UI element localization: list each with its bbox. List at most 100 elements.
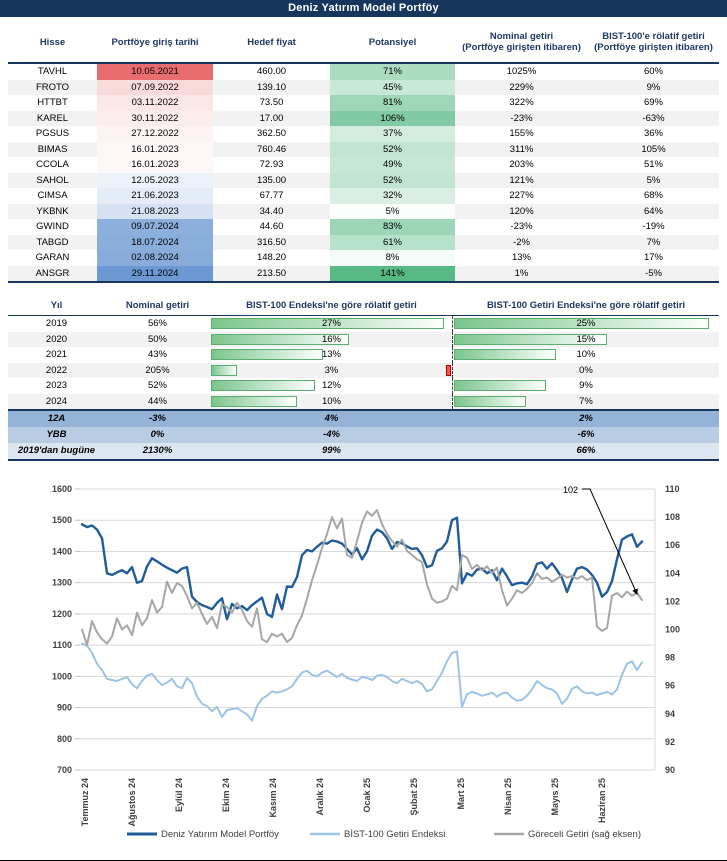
yearly-returns-table: Yıl Nominal getiri BIST-100 Endeksi'ne g… bbox=[8, 296, 719, 461]
cell-summary-label: YBB bbox=[46, 429, 67, 440]
data-bar bbox=[454, 380, 546, 391]
cell-nominal-getiri: -2% bbox=[513, 236, 530, 248]
cell-summary-label: 12A bbox=[8, 409, 105, 427]
column-header-4: Nominal getiri (Portföye girişten itibare… bbox=[462, 31, 581, 53]
portfolio-row-BIMAS: BIMAS 16.01.2023 760.46 52% 311% 105% bbox=[8, 141, 719, 157]
cell-hisse: KAREL bbox=[36, 112, 69, 124]
cell-potansiyel: 141% bbox=[330, 265, 455, 282]
cell-giris-tarihi: 12.05.2023 bbox=[97, 172, 213, 188]
column-header-3: Potansiyel bbox=[368, 36, 417, 48]
data-bar bbox=[211, 349, 324, 360]
left-axis-label: 1400 bbox=[52, 546, 72, 556]
performance-chart: 700 800 900 1000 1100 1200 1300 1400 1500 1600 90 9… bbox=[0, 463, 727, 860]
x-axis-label: Ağustos 24 bbox=[127, 778, 137, 827]
portfolio-row-HTTBT: HTTBT 03.11.2022 73.50 81% 322% 69% bbox=[8, 95, 719, 111]
cell-yil: 2024 bbox=[45, 395, 68, 407]
cell-bist-getiri-rolatif: 9% bbox=[452, 378, 719, 394]
x-axis-label: Temmuz 24 bbox=[80, 778, 90, 826]
cell-hisse: BIMAS bbox=[37, 143, 68, 155]
report-title: Deniz Yatırım Model Portföy bbox=[288, 2, 439, 14]
cell-hisse: GWIND bbox=[36, 221, 69, 232]
cell-nominal-getiri: 1025% bbox=[506, 66, 537, 77]
cell-rolatif-getiri: -5% bbox=[645, 267, 662, 279]
cell-bist-rolatif: 4% bbox=[210, 409, 453, 427]
left-axis-label: 1100 bbox=[52, 640, 72, 650]
annotation-label: 102 bbox=[563, 485, 578, 495]
cell-rolatif-getiri: -63% bbox=[642, 112, 665, 124]
cell-rolatif-getiri: 5% bbox=[646, 174, 661, 186]
cell-hedef-fiyat: 760.46 bbox=[256, 143, 287, 155]
cell-hedef-fiyat: 362.50 bbox=[256, 128, 287, 139]
summary-row-1: YBB 0% -4% -6% bbox=[8, 427, 719, 443]
cell-summary-label: 2019'dan bugüne bbox=[8, 443, 105, 461]
cell-giris-tarihi: 03.11.2022 bbox=[97, 95, 213, 111]
legend-label-0: Deniz Yatırım Model Portföy bbox=[161, 829, 279, 840]
yearly-row-2020: 2020 50% 16% 15% bbox=[8, 331, 719, 348]
cell-nominal-getiri: 120% bbox=[509, 205, 534, 217]
cell-bist-rolatif: 16% bbox=[210, 332, 453, 348]
x-axis-label: Mayıs 25 bbox=[550, 778, 560, 816]
legend-label-1: BİST-100 Getiri Endeksi bbox=[344, 829, 445, 840]
right-axis-label: 92 bbox=[665, 737, 675, 747]
cell-nominal-getiri: -23% bbox=[510, 112, 533, 124]
cell-giris-tarihi: 16.01.2023 bbox=[97, 141, 213, 157]
cell-potansiyel: 5% bbox=[330, 203, 455, 219]
portfolio-table: Hisse Portföye giriş tarihi Hedef fiyat Pot… bbox=[8, 22, 719, 283]
data-bar bbox=[211, 333, 350, 345]
cell-bist-rolatif: 99% bbox=[210, 443, 453, 461]
cell-nominal-getiri: 43% bbox=[147, 349, 167, 360]
cell-rolatif-getiri: 60% bbox=[643, 66, 663, 77]
cell-nominal-getiri: 0% bbox=[150, 429, 165, 440]
cell-hedef-fiyat: 460.00 bbox=[256, 66, 287, 77]
yearly-row-2021: 2021 43% 13% 10% bbox=[8, 347, 719, 363]
cell-nominal-getiri: 311% bbox=[509, 143, 534, 155]
left-axis-label: 1000 bbox=[52, 671, 72, 681]
cell-giris-tarihi: 18.07.2024 bbox=[97, 234, 213, 250]
yearly-row-2024: 2024 44% 10% 7% bbox=[8, 393, 719, 411]
cell-hisse: CIMSA bbox=[37, 190, 68, 201]
cell-bist-getiri-rolatif: 2% bbox=[453, 409, 719, 427]
data-bar bbox=[454, 395, 526, 407]
x-axis-label: Kasım 24 bbox=[268, 778, 278, 818]
cell-yil: 2021 bbox=[45, 349, 68, 360]
x-axis-label: Mart 25 bbox=[456, 778, 466, 810]
yearly-row-2023: 2023 52% 12% 9% bbox=[8, 378, 719, 394]
portfolio-row-GWIND: GWIND 09.07.2024 44.60 83% -23% -19% bbox=[8, 219, 719, 235]
performance-chart-svg: 700 800 900 1000 1100 1200 1300 1400 1500 1600 90 9… bbox=[52, 484, 680, 840]
left-axis-label: 1300 bbox=[52, 578, 72, 588]
right-axis-label: 90 bbox=[665, 765, 675, 775]
cell-bist-getiri-rolatif: 25% bbox=[452, 315, 719, 332]
right-axis-label: 110 bbox=[665, 484, 680, 494]
portfolio-row-TAVHL: TAVHL 10.05.2021 460.00 71% 1025% 60% bbox=[8, 63, 719, 80]
cell-rolatif-getiri: -19% bbox=[642, 221, 665, 232]
cell-nominal-getiri: 56% bbox=[147, 318, 167, 329]
right-axis-label: 106 bbox=[665, 540, 680, 550]
cell-hedef-fiyat: 67.77 bbox=[259, 190, 284, 201]
x-axis-label: Haziran 25 bbox=[597, 778, 607, 823]
data-bar bbox=[454, 349, 557, 360]
right-axis-label: 102 bbox=[665, 596, 680, 606]
cell-bist-rolatif: 12% bbox=[210, 378, 453, 394]
series-line-1 bbox=[81, 642, 643, 722]
cell-nominal-getiri: 322% bbox=[509, 97, 534, 108]
cell-hedef-fiyat: 44.60 bbox=[259, 221, 284, 232]
cell-rolatif-getiri: 36% bbox=[643, 128, 663, 139]
cell-hedef-fiyat: 316.50 bbox=[256, 236, 287, 248]
portfolio-row-CCOLA: CCOLA 16.01.2023 72.93 49% 203% 51% bbox=[8, 157, 719, 173]
cell-bist-getiri-rolatif: 10% bbox=[452, 347, 719, 363]
data-bar bbox=[454, 318, 710, 329]
cell-bist-rolatif: 10% bbox=[210, 394, 453, 411]
cell-potansiyel: 106% bbox=[330, 110, 455, 126]
cell-potansiyel: 83% bbox=[330, 219, 455, 235]
column-header-2: Hedef fiyat bbox=[247, 36, 296, 48]
cell-hedef-fiyat: 73.50 bbox=[259, 97, 284, 108]
cell-potansiyel: 81% bbox=[330, 95, 455, 111]
data-bar bbox=[211, 395, 298, 407]
cell-hisse: HTTBT bbox=[37, 97, 68, 108]
yearly-row-2019: 2019 56% 27% 25% bbox=[8, 315, 719, 332]
cell-hedef-fiyat: 213.50 bbox=[256, 267, 287, 279]
summary-row-2: 2019'dan bugüne 2130% 99% 66% bbox=[8, 443, 719, 461]
portfolio-row-GARAN: GARAN 02.08.2024 148.20 8% 13% 17% bbox=[8, 250, 719, 266]
cell-rolatif-getiri: 7% bbox=[646, 236, 661, 248]
column-header-bist100-rolatif: BIST-100 Endeksi'ne göre rölatif getiri bbox=[246, 300, 417, 311]
